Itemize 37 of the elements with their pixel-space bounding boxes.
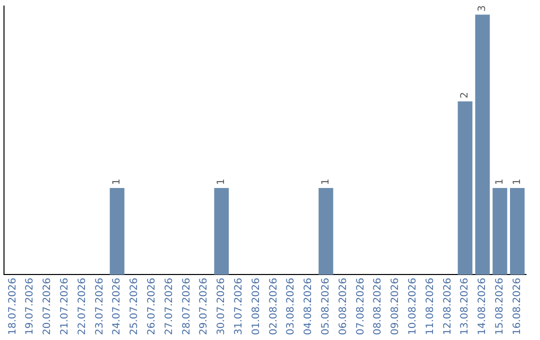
- x-tick-label: 16.08.2026: [512, 278, 523, 336]
- data-label: 3: [477, 5, 488, 12]
- data-label: 1: [494, 178, 506, 186]
- x-tick-label: 02.08.2026: [268, 278, 280, 336]
- x-tick-label: 13.08.2026: [460, 278, 471, 336]
- x-tick-label: 30.07.2026: [216, 278, 228, 336]
- x-tick-label: 11.08.2026: [424, 278, 436, 336]
- x-tick-label: 26.07.2026: [146, 278, 158, 336]
- x-tick-label: 29.07.2026: [198, 278, 210, 336]
- x-tick-label: 28.07.2026: [181, 278, 192, 336]
- x-tick-label: 24.07.2026: [112, 278, 123, 336]
- x-tick-label: 06.08.2026: [338, 278, 349, 336]
- data-label: 2: [460, 92, 471, 98]
- x-tick-label: 20.07.2026: [42, 278, 54, 336]
- x-tick-label: 10.08.2026: [407, 278, 418, 336]
- x-tick-label: 12.08.2026: [442, 278, 454, 336]
- data-label: 1: [112, 178, 123, 186]
- x-tick-label: 07.08.2026: [355, 278, 366, 336]
- x-tick-label: 19.07.2026: [24, 278, 36, 336]
- x-tick-label: 18.07.2026: [7, 278, 18, 336]
- x-tick-label: 04.08.2026: [303, 278, 314, 336]
- x-tick-label: 25.07.2026: [129, 278, 140, 336]
- x-tick-label: 31.07.2026: [233, 278, 244, 336]
- x-tick-label: 23.07.2026: [94, 278, 106, 336]
- x-tick-label: 14.08.2026: [477, 278, 488, 336]
- x-tick-label: 09.08.2026: [390, 278, 402, 336]
- x-tick-label: 27.07.2026: [164, 278, 175, 336]
- x-tick-label: 03.08.2026: [286, 278, 297, 336]
- x-tick-label: 22.07.2026: [76, 278, 88, 336]
- x-tick-label: 15.08.2026: [494, 278, 506, 336]
- data-label: 1: [320, 178, 332, 186]
- data-label: 1: [512, 178, 523, 186]
- x-tick-label: 05.08.2026: [320, 278, 332, 336]
- x-tick-label: 08.08.2026: [372, 278, 384, 336]
- x-tick-label: 01.08.2026: [250, 278, 262, 336]
- data-label: 1: [216, 178, 228, 186]
- x-tick-label: 21.07.2026: [59, 278, 70, 336]
